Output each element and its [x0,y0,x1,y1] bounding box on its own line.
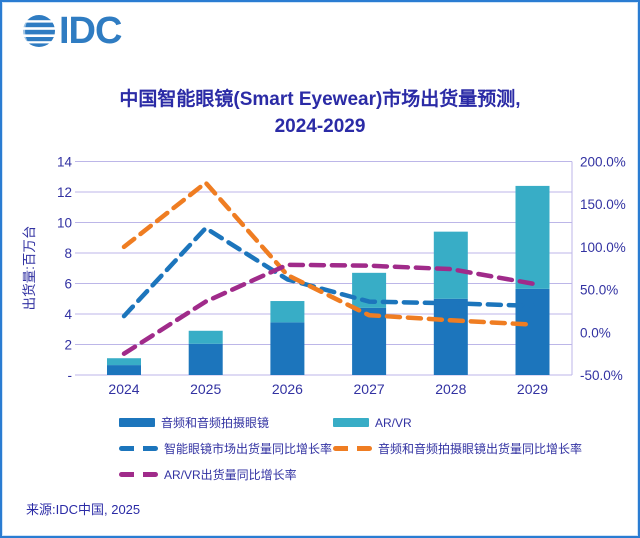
chart-legend: 音频和音频拍摄眼镜 AR/VR 智能眼镜市场出货量同比增长率 音频和音频拍摄眼镜… [119,414,582,492]
source-note: 来源:IDC中国, 2025 [26,502,141,517]
left-axis-tick-label: 4 [64,307,72,322]
legend-label: AR/VR [375,415,412,430]
legend-label: 音频和音频拍摄眼镜出货量同比增长率 [378,442,583,456]
bar-segment-arvr-2029 [515,185,550,289]
legend-item-audio-growth: 音频和音频拍摄眼镜出货量同比增长率 [333,440,582,457]
x-axis-category-label: 2025 [190,381,221,397]
right-axis-tick-label: 150.0% [580,197,626,212]
arvr-growth-line-swatch [119,472,158,477]
idc-logo-text: IDC [59,10,122,52]
bar-segment-audio-glasses-2029 [515,288,550,375]
legend-item-market-growth: 智能眼镜市场出货量同比增长率 [119,440,333,457]
audio-glasses-swatch [119,418,155,427]
legend-row-3: AR/VR出货量同比增长率 [119,466,582,483]
shipment-forecast-chart: - 2 4 6 8 10 12 14 200.0% 150.0% 100.0% 50.0% 0.0% -5… [21,155,626,398]
idc-logo: IDC [22,10,122,52]
chart-title-line1: 中国智能眼镜(Smart Eyewear)市场出货量预测, [119,89,521,110]
left-axis-tick-label: 12 [57,185,72,200]
bar-segment-audio-glasses-2025 [188,343,223,375]
legend-label: AR/VR出货量同比增长率 [164,468,297,482]
idc-globe-icon [22,15,56,47]
bar-segment-audio-glasses-2028 [433,298,468,375]
x-axis-category-label: 2024 [108,381,139,397]
left-axis-tick-label: - [68,368,73,383]
x-axis-category-label: 2027 [354,381,385,397]
chart-title-line2: 2024-2029 [274,116,366,137]
right-axis-tick-label: 100.0% [580,240,626,255]
growth-line-arvr [121,262,535,356]
bar-segment-audio-glasses-2027 [352,307,387,375]
left-axis-tick-label: 14 [57,155,73,170]
legend-item-arvr-growth: AR/VR出货量同比增长率 [119,466,333,483]
bar-segment-audio-glasses-2024 [107,365,141,375]
audio-growth-line-swatch [333,446,372,451]
bar-segment-arvr-2028 [433,231,468,299]
left-axis-title: 出货量:百万台 [21,226,37,311]
bar-segment-audio-glasses-2026 [270,322,305,375]
bar-segment-arvr-2025 [188,330,223,344]
left-axis-tick-label: 2 [64,338,72,353]
left-axis-tick-label: 8 [64,246,72,261]
bar-segment-arvr-2026 [270,301,305,323]
legend-item-audio-glasses: 音频和音频拍摄眼镜 [119,414,333,431]
legend-item-arvr: AR/VR [333,416,412,430]
right-axis-tick-label: 0.0% [580,325,611,340]
chart-title: 中国智能眼镜(Smart Eyewear)市场出货量预测, 2024-2029 [2,86,638,140]
growth-line-audio-glasses [121,180,535,327]
x-axis-category-label: 2029 [517,381,548,397]
right-axis-tick-label: -50.0% [580,368,623,383]
legend-row-2: 智能眼镜市场出货量同比增长率 音频和音频拍摄眼镜出货量同比增长率 [119,440,582,457]
legend-row-1: 音频和音频拍摄眼镜 AR/VR [119,414,582,431]
x-axis-category-label: 2026 [272,381,303,397]
left-axis-tick-label: 6 [64,277,72,292]
growth-line-market [121,225,535,319]
legend-label: 音频和音频拍摄眼镜 [161,416,270,430]
right-axis-tick-label: 200.0% [580,155,626,170]
left-axis-tick-label: 10 [57,216,72,231]
market-growth-line-swatch [119,446,158,451]
right-axis-tick-label: 50.0% [580,283,618,298]
arvr-swatch [333,418,369,427]
x-axis-category-label: 2028 [435,381,466,397]
bar-segment-arvr-2024 [107,358,141,366]
legend-label: 智能眼镜市场出货量同比增长率 [164,442,333,456]
